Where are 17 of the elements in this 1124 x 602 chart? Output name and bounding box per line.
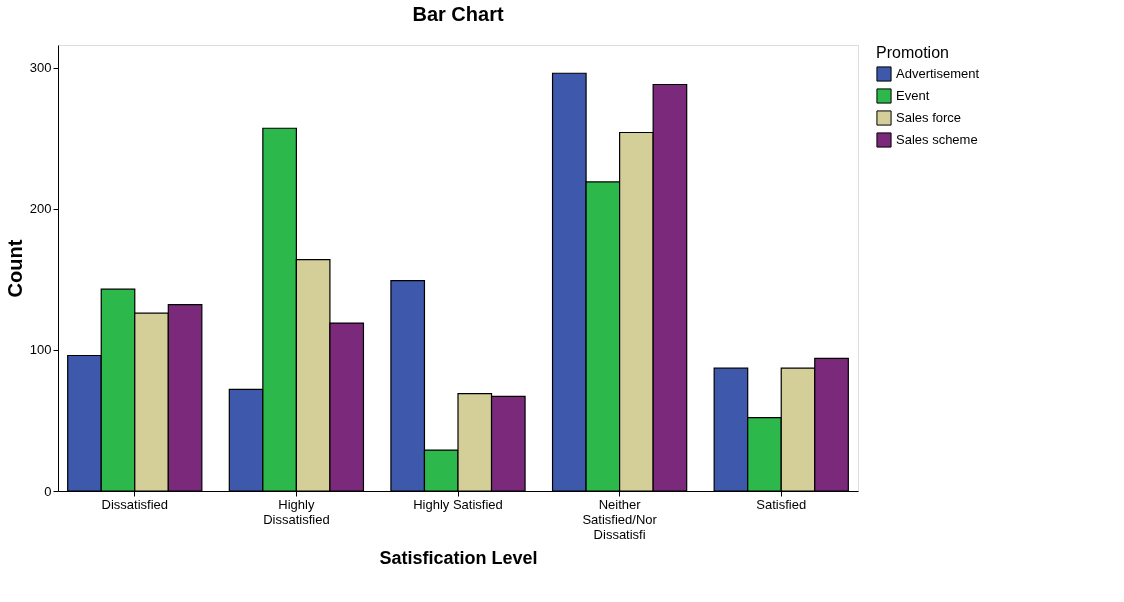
x-tick-label: Satisfied xyxy=(756,496,807,512)
x-axis-title: Satisfication Level xyxy=(379,547,538,568)
y-tick-label: 300 xyxy=(29,60,52,76)
x-tick-label: Highly Dissatisfied xyxy=(263,496,330,527)
legend-title: Promotion xyxy=(876,44,949,61)
legend-label: Sales scheme xyxy=(896,132,978,147)
y-axis-title: Count xyxy=(3,239,26,298)
y-tick-label: 100 xyxy=(29,342,52,358)
legend-label: Sales force xyxy=(896,110,962,125)
x-tick-label: Neither Satisfied/Nor Dissatisfi xyxy=(582,496,658,542)
legend-label: Event xyxy=(896,88,930,103)
chart-title: Bar Chart xyxy=(412,3,504,25)
y-tick-label: 200 xyxy=(29,201,52,217)
y-tick-label: 0 xyxy=(44,483,52,499)
x-tick-label: Highly Satisfied xyxy=(413,496,503,512)
x-tick-label: Dissatisfied xyxy=(101,496,168,512)
legend-label: Advertisement xyxy=(896,66,980,81)
